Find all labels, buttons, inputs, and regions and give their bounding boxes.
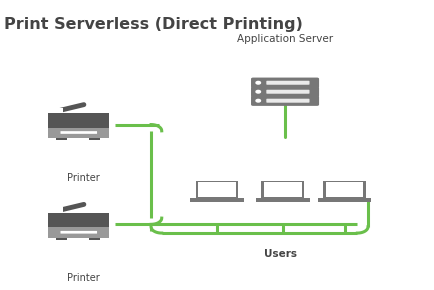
FancyBboxPatch shape bbox=[196, 181, 238, 198]
FancyBboxPatch shape bbox=[56, 238, 67, 240]
FancyBboxPatch shape bbox=[48, 128, 109, 138]
FancyBboxPatch shape bbox=[256, 198, 310, 202]
FancyBboxPatch shape bbox=[251, 95, 319, 106]
FancyBboxPatch shape bbox=[89, 238, 100, 240]
FancyBboxPatch shape bbox=[198, 182, 236, 197]
FancyBboxPatch shape bbox=[266, 99, 309, 103]
Text: Users: Users bbox=[264, 249, 297, 259]
FancyBboxPatch shape bbox=[48, 108, 63, 113]
FancyBboxPatch shape bbox=[266, 90, 309, 94]
FancyBboxPatch shape bbox=[48, 113, 109, 128]
FancyBboxPatch shape bbox=[89, 138, 100, 140]
FancyBboxPatch shape bbox=[48, 207, 63, 213]
FancyBboxPatch shape bbox=[326, 182, 363, 197]
Circle shape bbox=[256, 81, 260, 84]
FancyBboxPatch shape bbox=[262, 181, 304, 198]
FancyBboxPatch shape bbox=[264, 182, 302, 197]
Circle shape bbox=[256, 99, 260, 102]
Text: Printer: Printer bbox=[67, 273, 99, 283]
FancyBboxPatch shape bbox=[323, 181, 366, 198]
Text: Print Serverless (Direct Printing): Print Serverless (Direct Printing) bbox=[4, 17, 303, 32]
Circle shape bbox=[256, 90, 260, 93]
FancyBboxPatch shape bbox=[266, 81, 309, 85]
Text: Printer: Printer bbox=[67, 173, 99, 183]
FancyBboxPatch shape bbox=[60, 231, 97, 234]
FancyBboxPatch shape bbox=[60, 131, 97, 134]
FancyBboxPatch shape bbox=[48, 213, 109, 227]
FancyBboxPatch shape bbox=[56, 138, 67, 140]
FancyBboxPatch shape bbox=[318, 198, 372, 202]
Text: Application Server: Application Server bbox=[237, 34, 333, 44]
FancyBboxPatch shape bbox=[48, 227, 109, 238]
FancyBboxPatch shape bbox=[251, 86, 319, 97]
FancyBboxPatch shape bbox=[190, 198, 244, 202]
FancyBboxPatch shape bbox=[251, 77, 319, 88]
